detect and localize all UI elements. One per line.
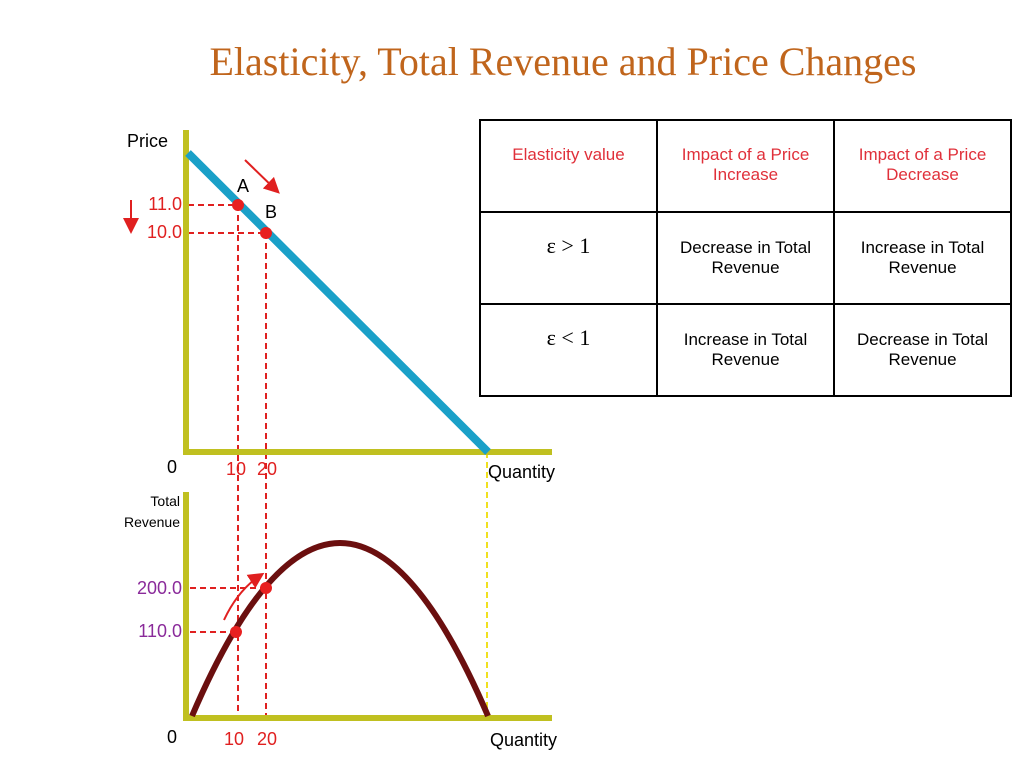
x-value: 20 — [257, 459, 277, 479]
header-cell: Impact of a Price Decrease — [833, 119, 1012, 213]
table-row: ε < 1 Increase in Total Revenue Decrease… — [479, 303, 1012, 397]
axes — [183, 130, 552, 721]
x-axis-label: Quantity — [490, 730, 557, 750]
x-axis-label: Quantity — [488, 462, 555, 482]
y-value: 200.0 — [137, 578, 182, 598]
y-value: 11.0 — [148, 194, 182, 214]
y-axis-label: Total Revenue — [123, 493, 180, 530]
point-label: B — [265, 202, 277, 222]
y-axis-label: Price — [127, 131, 168, 151]
demand-line — [185, 150, 491, 455]
header-row: Elasticity value Impact of a Price Incre… — [479, 119, 1012, 213]
table-cell: ε > 1 — [479, 211, 658, 305]
y-value: 10.0 — [147, 222, 182, 242]
header-cell: Impact of a Price Increase — [656, 119, 835, 213]
points — [230, 199, 272, 638]
table-cell: ε < 1 — [479, 303, 658, 397]
point-label: A — [237, 176, 249, 196]
origin-label: 0 — [167, 457, 177, 477]
table-cell: Decrease in Total Revenue — [833, 303, 1012, 397]
table-cell: Increase in Total Revenue — [833, 211, 1012, 305]
x-value: 10 — [224, 729, 244, 749]
table-cell: Decrease in Total Revenue — [656, 211, 835, 305]
header-cell: Elasticity value — [479, 119, 658, 213]
table-row: ε > 1 Decrease in Total Revenue Increase… — [479, 211, 1012, 305]
elasticity-table: Elasticity value Impact of a Price Incre… — [479, 119, 1012, 397]
x-value: 10 — [226, 459, 246, 479]
y-value: 110.0 — [138, 621, 182, 641]
x-value: 20 — [257, 729, 277, 749]
slide-title: Elasticity, Total Revenue and Price Chan… — [209, 39, 917, 84]
arrows — [123, 159, 280, 621]
origin-label: 0 — [167, 727, 177, 747]
table-cell: Increase in Total Revenue — [656, 303, 835, 397]
